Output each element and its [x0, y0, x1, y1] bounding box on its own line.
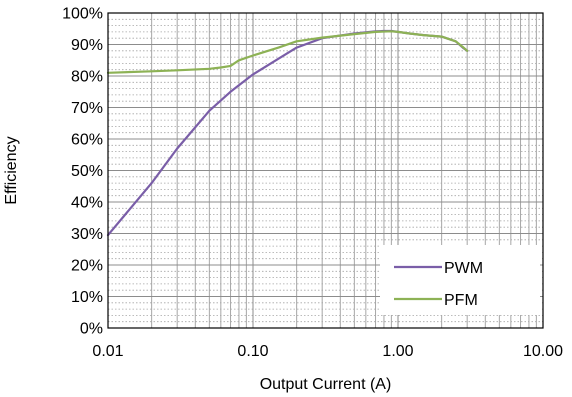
legend-label-pfm: PFM	[444, 292, 478, 309]
x-axis-label: Output Current (A)	[260, 376, 392, 393]
y-tick-label: 50%	[71, 163, 103, 180]
y-tick-label: 100%	[62, 6, 103, 23]
y-tick-label: 80%	[71, 69, 103, 86]
y-axis-label: Efficiency	[3, 136, 20, 204]
x-tick-label: 0.10	[237, 343, 268, 360]
legend-label-pwm: PWM	[444, 260, 483, 277]
series-line-pfm	[106, 30, 469, 74]
tick-labels: 0% 10% 20% 30% 40% 50% 60% 70% 80% 90% 100% 0.01 0.1…	[62, 6, 563, 361]
y-tick-label: 20%	[71, 258, 103, 275]
legend: PWM PFM	[380, 245, 540, 315]
y-tick-label: 30%	[71, 226, 103, 243]
y-tick-label: 70%	[71, 100, 103, 117]
plot-area-frame	[107, 12, 544, 329]
x-tick-label: 0.01	[92, 343, 123, 360]
series-lines	[106, 29, 469, 237]
legend-box	[380, 245, 540, 315]
y-tick-label: 60%	[71, 132, 103, 149]
y-tick-label: 90%	[71, 37, 103, 54]
y-tick-label: 0%	[80, 321, 103, 338]
x-tick-label: 10.00	[523, 343, 563, 360]
y-tick-label: 40%	[71, 195, 103, 212]
x-tick-label: 1.00	[382, 343, 413, 360]
y-tick-label: 10%	[71, 289, 103, 306]
